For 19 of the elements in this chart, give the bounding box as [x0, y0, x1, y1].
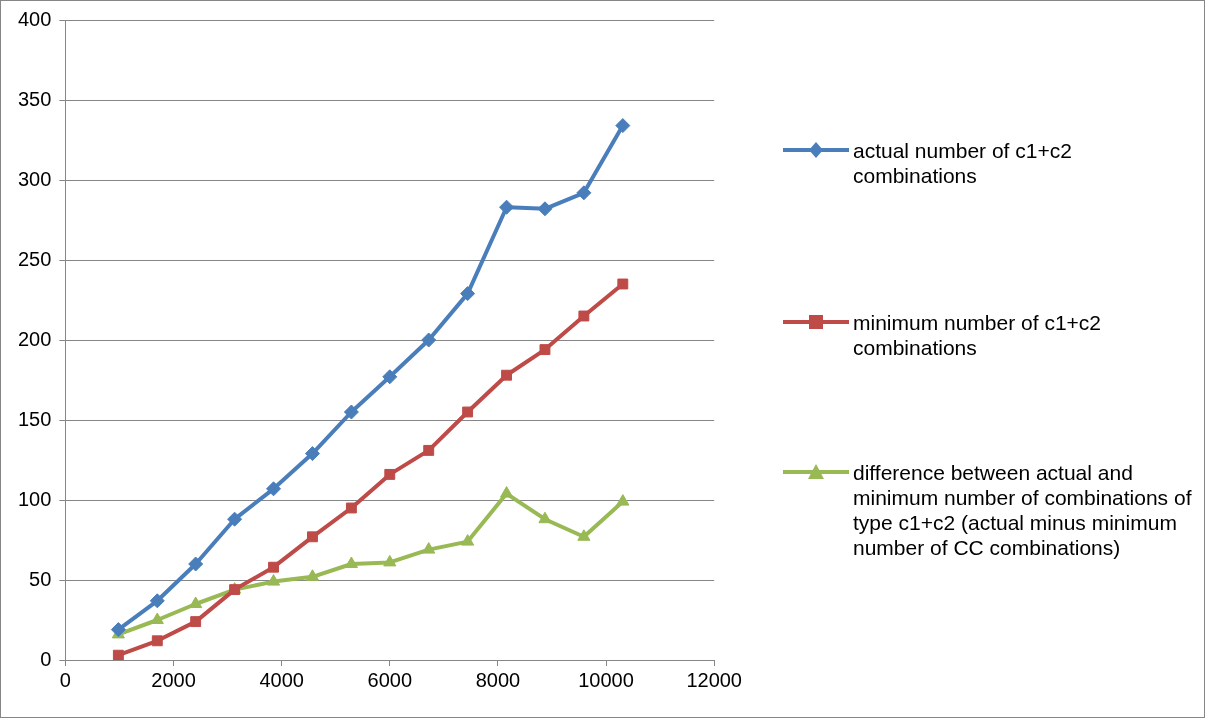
y-tick-label: 100 — [17, 487, 52, 510]
x-tick-label: 4000 — [259, 668, 304, 691]
y-tick-label: 250 — [17, 247, 52, 270]
x-tick-label: 0 — [59, 668, 71, 691]
x-tick-label: 8000 — [475, 668, 521, 691]
x-tick-label: 6000 — [367, 668, 413, 691]
y-tick-label: 350 — [17, 87, 52, 110]
x-tick-label: 10000 — [578, 668, 634, 691]
y-tick-label: 0 — [40, 647, 52, 670]
x-tick-label: 2000 — [151, 668, 196, 691]
legend-label: minimum number of c1+c2 combinations — [853, 310, 1102, 360]
legend-label: actual number of c1+c2 combinations — [853, 138, 1073, 188]
y-tick-label: 50 — [29, 567, 52, 590]
legend-label: difference between actual and minimum number of combinations of type c1+c2 (actual minus minimum number of CC combinations) — [853, 460, 1193, 560]
x-tick-label: 12000 — [686, 668, 742, 691]
y-tick-label: 200 — [17, 327, 52, 350]
y-tick-label: 400 — [17, 7, 52, 30]
y-tick-label: 150 — [17, 407, 52, 430]
y-tick-label: 300 — [17, 167, 52, 190]
